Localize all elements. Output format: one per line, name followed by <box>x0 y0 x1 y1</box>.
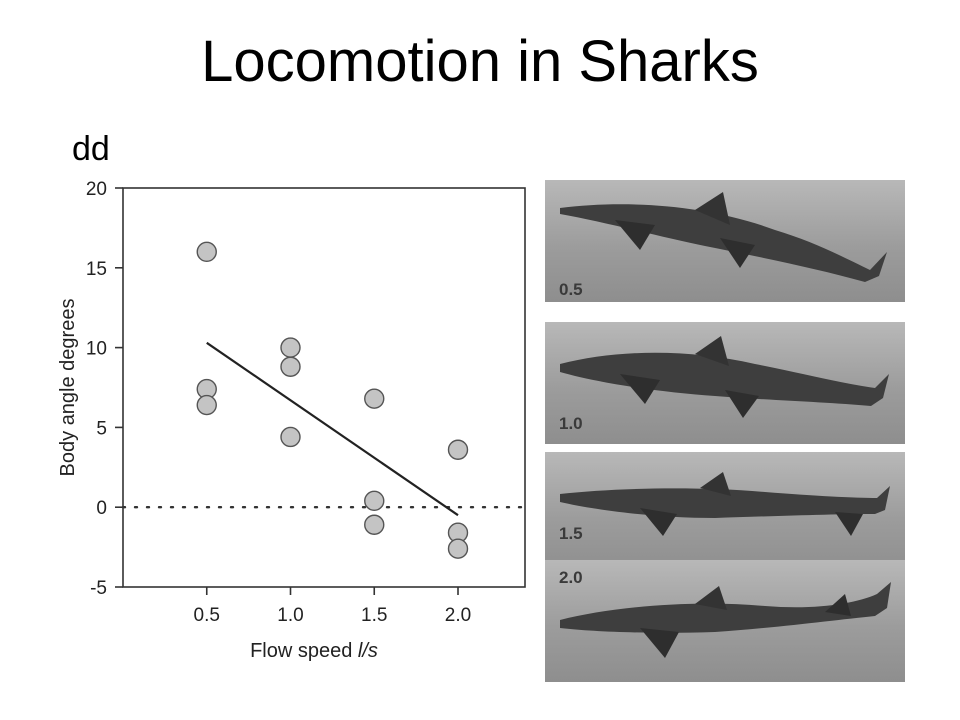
y-tick-label: 5 <box>96 418 107 439</box>
photo-label: 1.0 <box>559 414 583 433</box>
y-axis-label: Body angle degrees <box>57 299 79 477</box>
plot-frame <box>122 187 526 588</box>
data-point <box>447 538 469 559</box>
x-tick-label: 1.0 <box>277 605 303 626</box>
y-tick-label: 0 <box>96 498 107 519</box>
data-point <box>196 394 217 416</box>
data-point <box>280 337 301 358</box>
y-tick-label: -5 <box>90 578 107 599</box>
trend-line <box>206 341 459 517</box>
shark-photo-2: 1.5 <box>545 452 905 574</box>
slide-subtitle: dd <box>72 130 110 168</box>
shark-photo-3: 2.0 <box>545 560 905 682</box>
shark-silhouette-icon <box>560 472 890 536</box>
x-tick-label: 1.5 <box>361 605 387 626</box>
y-tick-label: 15 <box>86 259 107 280</box>
y-tick-label: 10 <box>86 339 107 360</box>
data-point <box>364 490 385 512</box>
data-point <box>196 241 217 263</box>
x-axis-unit: l/s <box>358 640 378 662</box>
data-point <box>364 514 385 535</box>
y-tick-label: 20 <box>86 179 107 200</box>
data-point <box>447 439 469 460</box>
photo-label: 2.0 <box>559 568 583 587</box>
data-point <box>364 388 385 409</box>
photo-label: 1.5 <box>559 524 583 543</box>
shark-silhouette-icon <box>560 192 887 282</box>
x-axis-label: Flow speed l/s <box>250 640 378 662</box>
slide-title: Locomotion in Sharks <box>201 29 759 94</box>
scatter-chart: -5 0 5 10 15 20 0.5 1.0 1.5 2.0 Flow speed l/s Body… <box>57 179 527 662</box>
shark-photo-1: 1.0 <box>545 322 905 444</box>
shark-silhouette-icon <box>560 582 891 658</box>
data-point <box>280 356 301 377</box>
shark-silhouette-icon <box>560 336 889 418</box>
data-point <box>280 426 301 448</box>
shark-photo-0: 0.5 <box>545 180 905 302</box>
photo-label: 0.5 <box>559 280 583 299</box>
x-tick-label: 0.5 <box>194 605 220 626</box>
x-tick-label: 2.0 <box>445 605 471 626</box>
